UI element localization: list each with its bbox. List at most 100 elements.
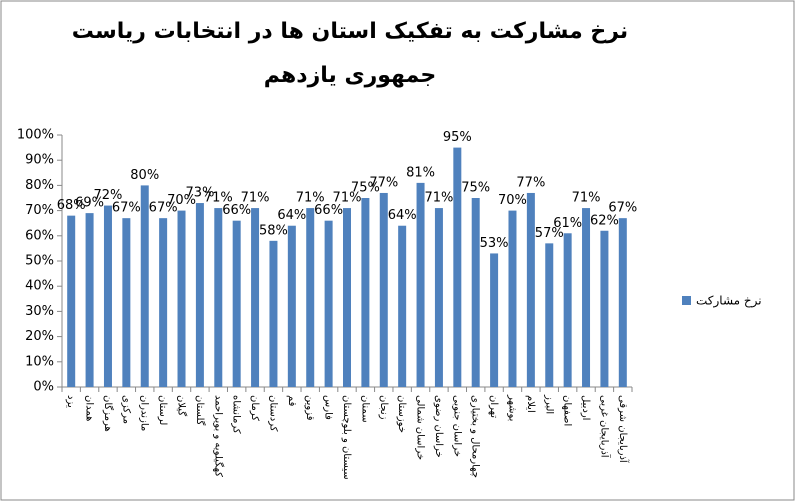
- bar: [526, 192, 535, 387]
- y-tick-label: 0%: [33, 380, 54, 395]
- x-tick-label: اصفهان: [562, 395, 573, 426]
- bar: [67, 215, 76, 387]
- bar: [306, 208, 315, 387]
- data-label: 53%: [480, 236, 509, 251]
- x-tick-label: تهران: [488, 395, 499, 418]
- bar: [343, 208, 351, 387]
- x-tick-label: آذربایجان شرقی: [617, 395, 630, 464]
- data-label: 71%: [572, 191, 601, 206]
- legend-label: نرخ مشارکت: [696, 294, 762, 309]
- x-tick-label: مازندران: [139, 395, 150, 431]
- data-label: 67%: [149, 201, 178, 216]
- x-tick-label: گیلان: [176, 395, 188, 416]
- x-tick-label: خوزستان: [396, 395, 407, 433]
- data-label: 58%: [259, 223, 288, 238]
- bar: [600, 230, 609, 387]
- x-tick-label: کرمانشاه: [231, 395, 242, 434]
- bar: [618, 218, 627, 387]
- bar: [545, 243, 554, 387]
- x-tick-label: کردستان: [267, 395, 278, 432]
- legend-swatch: [682, 296, 691, 305]
- bar: [269, 240, 278, 387]
- data-label: 62%: [590, 213, 619, 228]
- x-tick-label: کرمان: [249, 395, 260, 421]
- x-tick-label: همدان: [84, 395, 95, 421]
- bar: [251, 208, 260, 387]
- y-tick-label: 90%: [25, 153, 54, 168]
- x-tick-label: اردبیل: [580, 395, 591, 420]
- data-label: 71%: [333, 191, 362, 206]
- y-tick-label: 60%: [25, 228, 54, 243]
- x-tick-label: خراسان جنوبی: [451, 395, 462, 457]
- bar: [140, 185, 149, 387]
- x-tick-label: سمنان: [359, 395, 370, 423]
- bar: [582, 208, 591, 387]
- data-label: 64%: [388, 208, 417, 223]
- data-label: 64%: [277, 208, 306, 223]
- data-label: 68%: [57, 198, 86, 213]
- y-tick-label: 80%: [25, 178, 54, 193]
- bar: [177, 210, 186, 387]
- data-label: 95%: [443, 130, 472, 145]
- x-tick-label: لرستان: [157, 395, 168, 425]
- x-tick-label: یزد: [65, 395, 76, 408]
- data-label: 75%: [461, 181, 490, 196]
- data-label: 71%: [241, 191, 270, 206]
- data-label: 71%: [204, 191, 233, 206]
- bar: [122, 218, 131, 387]
- x-tick-label: خراسان شمالی: [415, 395, 426, 460]
- x-tick-label: بوشهر: [506, 394, 517, 421]
- x-tick-label: قم: [286, 395, 297, 407]
- y-tick-label: 10%: [25, 354, 54, 369]
- data-label: 66%: [314, 203, 343, 218]
- bar: [563, 233, 572, 387]
- x-tick-label: فارس: [323, 395, 334, 420]
- chart-title: جمهوری یازدهم: [264, 63, 436, 88]
- data-label: 81%: [406, 165, 435, 180]
- data-label: 66%: [222, 203, 251, 218]
- data-label: 71%: [296, 191, 325, 206]
- x-tick-label: گلستان: [194, 395, 206, 426]
- data-label: 75%: [351, 181, 380, 196]
- x-tick-label: چهارمحال و بختیاری: [470, 395, 481, 478]
- bar: [232, 220, 241, 387]
- data-label: 77%: [369, 175, 398, 190]
- bar: [159, 218, 168, 387]
- y-tick-label: 50%: [25, 254, 54, 269]
- data-label: 70%: [167, 193, 196, 208]
- data-label: 67%: [112, 201, 141, 216]
- bar: [324, 220, 333, 387]
- bar: [214, 208, 223, 387]
- x-tick-label: هرمزگان: [102, 395, 114, 432]
- bar: [361, 198, 370, 387]
- bar: [490, 253, 499, 387]
- x-tick-label: خراسان رضوی: [433, 395, 444, 458]
- data-label: 77%: [516, 175, 545, 190]
- x-tick-label: البرز: [543, 394, 554, 414]
- bar: [434, 208, 443, 387]
- y-tick-label: 30%: [25, 304, 54, 319]
- bar: [416, 182, 425, 387]
- data-label: 67%: [608, 201, 637, 216]
- data-label: 71%: [424, 191, 453, 206]
- x-tick-label: کهگیلویه و بویراحمد: [212, 395, 224, 477]
- bar: [195, 203, 204, 387]
- data-label: 73%: [185, 186, 214, 201]
- chart-title: نرخ مشارکت به تفکیک استان ها در انتخابات…: [72, 19, 628, 44]
- x-tick-label: آذربایجان غربی: [598, 395, 611, 459]
- data-label: 80%: [130, 168, 159, 183]
- y-tick-label: 20%: [25, 329, 54, 344]
- y-tick-label: 40%: [25, 279, 54, 294]
- bar: [103, 205, 112, 387]
- bar: [453, 147, 462, 387]
- bar: [85, 213, 94, 387]
- bar: [379, 192, 388, 387]
- x-tick-label: قزوین: [304, 395, 315, 421]
- data-label: 70%: [498, 193, 527, 208]
- bar: [287, 225, 296, 387]
- data-label: 72%: [94, 188, 123, 203]
- y-tick-label: 70%: [25, 203, 54, 218]
- x-tick-label: زنجان: [378, 395, 389, 420]
